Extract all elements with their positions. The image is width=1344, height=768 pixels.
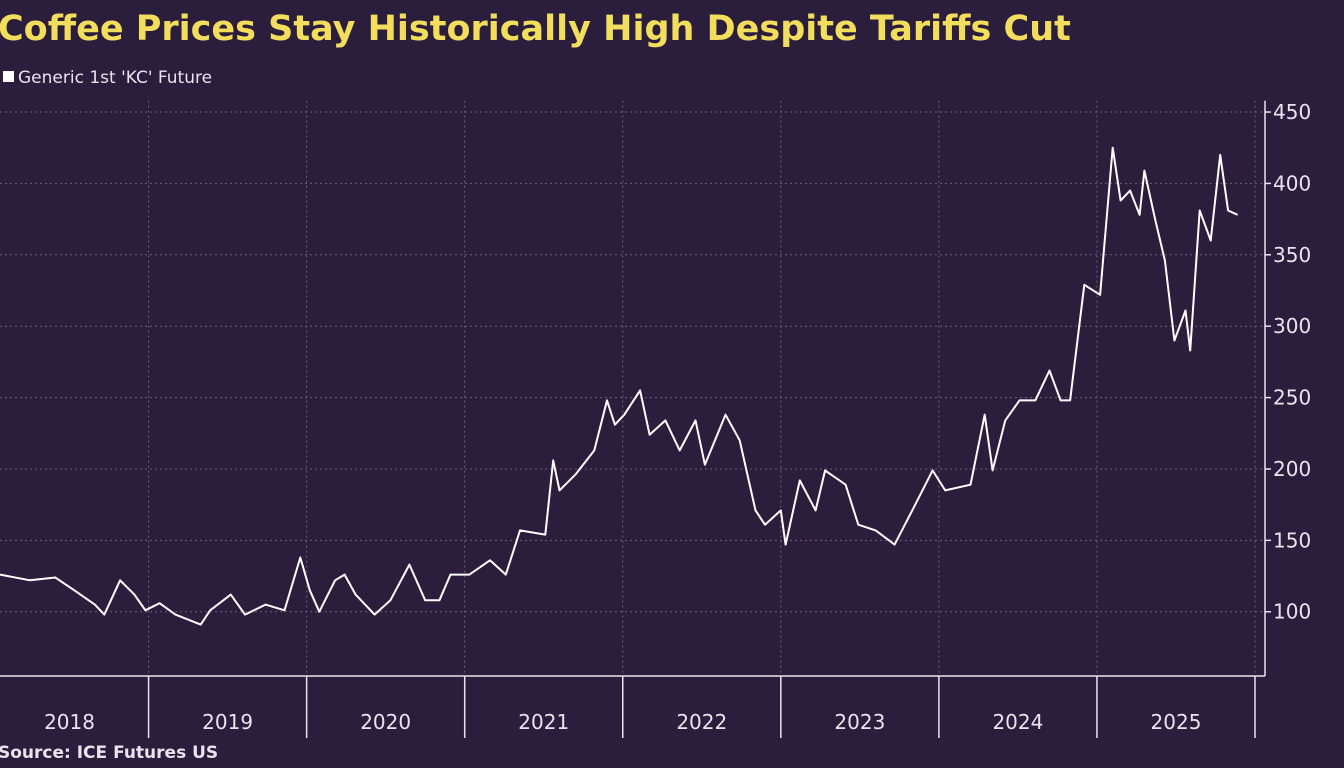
- x-tick-label: 2022: [676, 710, 727, 734]
- y-tick-label: 450: [1273, 100, 1311, 124]
- chart-title: Coffee Prices Stay Historically High Des…: [0, 9, 1071, 49]
- x-tick-label: 2018: [44, 710, 95, 734]
- y-tick-label: 200: [1273, 457, 1311, 481]
- y-tick-label: 400: [1273, 171, 1311, 195]
- y-tick-label: 100: [1273, 600, 1311, 624]
- x-tick-label: 2023: [834, 710, 885, 734]
- price-line: [0, 146, 1239, 626]
- x-tick-label: 2024: [992, 710, 1043, 734]
- y-tick-label: 150: [1273, 528, 1311, 552]
- y-tick-label: 250: [1273, 386, 1311, 410]
- x-tick-label: 2025: [1151, 710, 1202, 734]
- legend-swatch: [3, 71, 14, 82]
- y-tick-label: 350: [1273, 243, 1311, 267]
- x-tick-label: 2020: [360, 710, 411, 734]
- source: Source: ICE Futures US: [0, 743, 218, 763]
- legend-label: Generic 1st 'KC' Future: [18, 68, 212, 88]
- y-tick-label: 300: [1273, 314, 1311, 338]
- x-tick-label: 2019: [202, 710, 253, 734]
- x-tick-label: 2021: [518, 710, 569, 734]
